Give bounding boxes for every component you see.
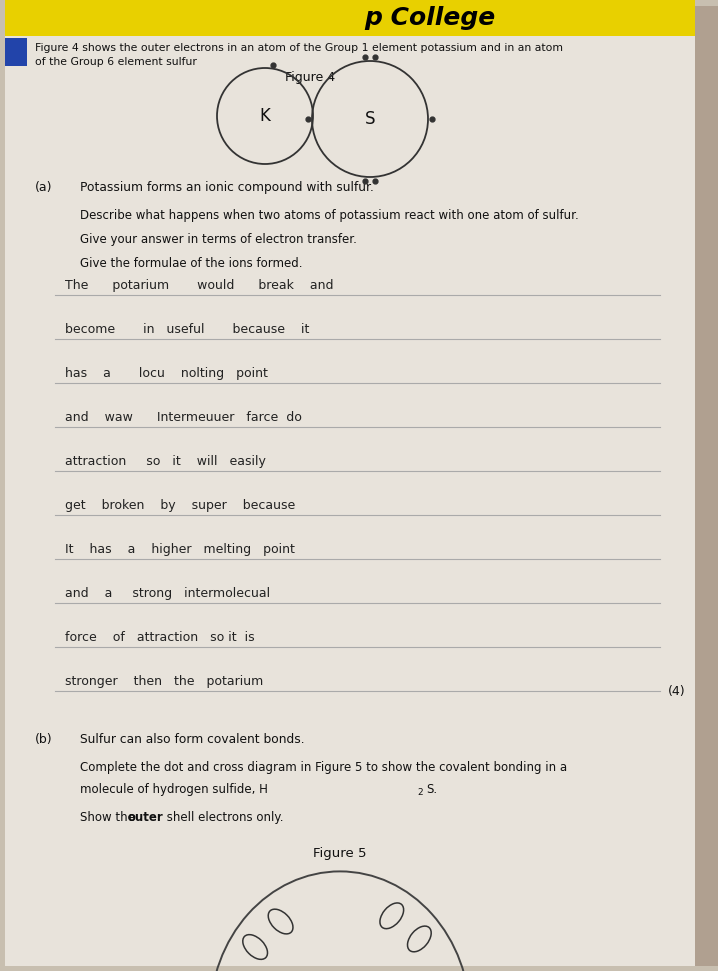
Text: Potassium forms an ionic compound with sulfur.: Potassium forms an ionic compound with s…	[80, 181, 374, 194]
Text: (b): (b)	[35, 733, 52, 746]
Text: The      potarium       would      break    and: The potarium would break and	[65, 279, 333, 292]
Text: molecule of hydrogen sulfide, H: molecule of hydrogen sulfide, H	[80, 783, 268, 796]
Text: (4): (4)	[668, 685, 686, 697]
Text: has    a       locu    nolting   point: has a locu nolting point	[65, 367, 268, 380]
Text: and    a     strong   intermolecual: and a strong intermolecual	[65, 587, 270, 600]
Text: Give the formulae of the ions formed.: Give the formulae of the ions formed.	[80, 257, 302, 270]
Text: K: K	[260, 107, 271, 125]
Text: Describe what happens when two atoms of potassium react with one atom of sulfur.: Describe what happens when two atoms of …	[80, 209, 579, 222]
Text: Figure 4: Figure 4	[285, 71, 335, 84]
Text: It    has    a    higher   melting   point: It has a higher melting point	[65, 543, 295, 556]
Text: S.: S.	[426, 783, 437, 796]
Text: Figure 4 shows the outer electrons in an atom of the Group 1 element potassium a: Figure 4 shows the outer electrons in an…	[35, 43, 563, 53]
Text: force    of   attraction   so it  is: force of attraction so it is	[65, 631, 255, 644]
Text: Sulfur can also form covalent bonds.: Sulfur can also form covalent bonds.	[80, 733, 304, 746]
Text: S: S	[365, 110, 376, 128]
Text: (a): (a)	[35, 181, 52, 194]
Text: become       in   useful       because    it: become in useful because it	[65, 323, 309, 336]
Text: Give your answer in terms of electron transfer.: Give your answer in terms of electron tr…	[80, 233, 357, 246]
Text: stronger    then   the   potarium: stronger then the potarium	[65, 675, 264, 688]
Text: outer: outer	[127, 811, 163, 824]
Text: get    broken    by    super    because: get broken by super because	[65, 499, 295, 512]
Text: 2: 2	[417, 788, 423, 797]
Text: of the Group 6 element sulfur: of the Group 6 element sulfur	[35, 57, 197, 67]
Text: attraction     so   it    will   easily: attraction so it will easily	[65, 455, 266, 468]
FancyBboxPatch shape	[695, 6, 718, 966]
FancyBboxPatch shape	[5, 38, 27, 66]
Text: and    waw      Intermeuuer   farce  do: and waw Intermeuuer farce do	[65, 411, 302, 424]
FancyBboxPatch shape	[5, 6, 695, 966]
Text: shell electrons only.: shell electrons only.	[163, 811, 284, 824]
Text: Show the: Show the	[80, 811, 139, 824]
Text: Figure 5: Figure 5	[313, 847, 367, 860]
Text: p College: p College	[364, 6, 495, 30]
Text: Complete the dot and cross diagram in Figure 5 to show the covalent bonding in a: Complete the dot and cross diagram in Fi…	[80, 761, 567, 774]
FancyBboxPatch shape	[5, 0, 695, 36]
